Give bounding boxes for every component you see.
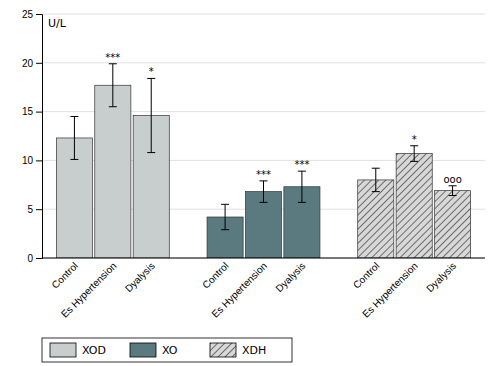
x-axis-line — [42, 258, 485, 259]
bar — [95, 85, 131, 258]
legend-item: XO — [130, 343, 178, 357]
legend-swatch — [50, 343, 76, 357]
x-tick: Es Hypertension — [360, 260, 420, 320]
y-axis-line — [36, 15, 43, 259]
legend-item: XOD — [50, 343, 106, 357]
annotations: ***********ooo — [105, 52, 461, 185]
y-tick-label: 10 — [22, 155, 34, 166]
error-bar — [298, 171, 306, 202]
x-tick: Dyalysis — [273, 260, 307, 294]
y-tick: 20 — [22, 58, 42, 69]
y-tick: 0 — [27, 253, 42, 264]
y-tick: 15 — [22, 106, 42, 117]
x-tick: Control — [49, 260, 80, 291]
y-tick-mark — [36, 63, 42, 64]
y-tick: 25 — [22, 9, 42, 20]
y-tick-label: 25 — [22, 9, 34, 20]
x-tick-label: Es Hypertension — [360, 260, 420, 320]
error-bar — [260, 181, 268, 202]
error-bar — [147, 78, 155, 152]
bar — [435, 191, 471, 258]
x-tick: Dyalysis — [123, 260, 157, 294]
y-tick-label: 15 — [22, 106, 34, 117]
y-tick-mark — [36, 14, 42, 15]
legend-swatch — [130, 343, 156, 357]
x-tick-label: Es Hypertension — [209, 260, 269, 320]
x-tick-label: Es Hypertension — [59, 260, 119, 320]
annotation: * — [149, 66, 154, 77]
x-tick-label: Control — [49, 260, 80, 291]
x-axis: ControlEs HypertensionDyalysis — [49, 260, 156, 320]
error-bars — [70, 64, 456, 230]
error-bar — [410, 146, 418, 162]
y-tick: 10 — [22, 155, 42, 166]
y-tick-mark — [36, 258, 42, 259]
grid — [42, 14, 485, 258]
chart: 0510152025***********oooControlEs Hypert… — [0, 0, 500, 366]
error-bar — [109, 64, 117, 107]
x-tick: Dyalysis — [424, 260, 458, 294]
x-tick: Es Hypertension — [59, 260, 119, 320]
error-bar — [221, 204, 229, 229]
x-tick: Es Hypertension — [209, 260, 269, 320]
annotation: *** — [105, 52, 120, 63]
legend: XOD XO XDH — [42, 338, 292, 362]
x-tick-label: Dyalysis — [273, 260, 307, 294]
error-bar — [372, 168, 380, 191]
y-tick: 5 — [27, 204, 42, 215]
bar — [396, 154, 432, 258]
x-axis: ControlEs HypertensionDyalysis — [200, 260, 307, 320]
grid-line — [42, 14, 485, 15]
legend-label: XOD — [82, 344, 106, 357]
legend-frame — [42, 338, 292, 362]
annotation: ooo — [443, 174, 461, 185]
annotation: *** — [256, 169, 271, 180]
legend-label: XO — [162, 344, 178, 357]
y-axis: 0 5 10 15 20 25 — [22, 9, 43, 264]
x-tick-label: Control — [200, 260, 231, 291]
error-bar — [449, 186, 457, 196]
y-tick-mark — [36, 160, 42, 161]
annotation: * — [412, 134, 417, 145]
grid-line — [42, 258, 485, 259]
x-tick: Control — [351, 260, 382, 291]
y-tick-label: 0 — [27, 253, 33, 264]
x-tick-label: Control — [351, 260, 382, 291]
error-bar — [70, 116, 78, 159]
legend-item: XDH — [210, 343, 266, 357]
legend-label: XDH — [242, 344, 266, 357]
legend-swatch — [210, 343, 236, 357]
x-tick: Control — [200, 260, 231, 291]
y-tick-label: 5 — [27, 204, 33, 215]
y-tick-label: 20 — [22, 58, 34, 69]
bars — [56, 85, 470, 258]
plot: 0510152025***********oooControlEs Hypert… — [22, 9, 485, 320]
y-tick-mark — [36, 112, 42, 113]
y-tick-mark — [36, 209, 42, 210]
x-tick-label: Dyalysis — [123, 260, 157, 294]
x-axis: ControlEs HypertensionDyalysis — [351, 260, 458, 320]
x-tick-label: Dyalysis — [424, 260, 458, 294]
annotation: *** — [294, 159, 309, 170]
y-label: U/L — [48, 17, 67, 30]
